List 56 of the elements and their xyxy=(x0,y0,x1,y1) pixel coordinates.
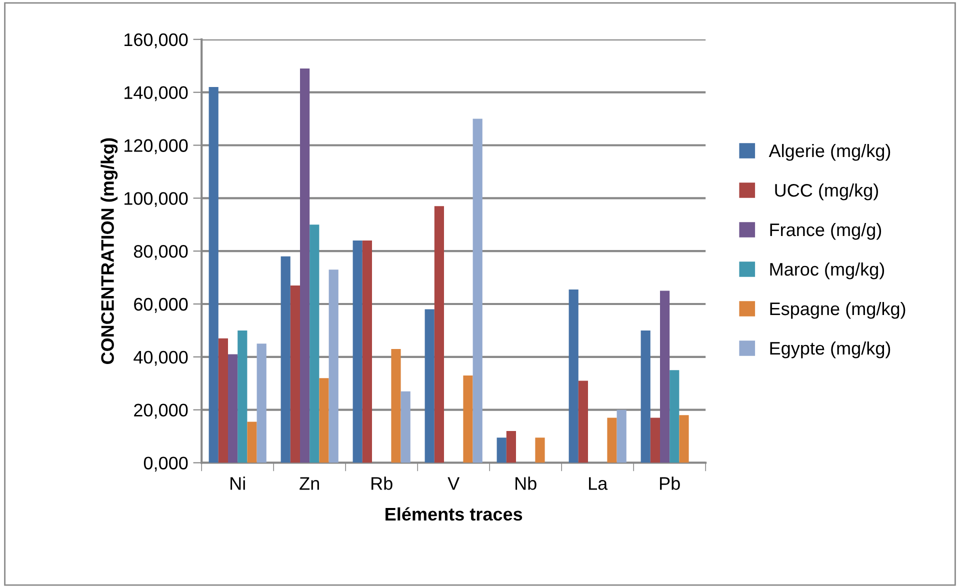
legend-label: Espagne (mg/kg) xyxy=(770,302,906,319)
x-tick-label: Pb xyxy=(660,476,680,490)
x-tick-label: Ni xyxy=(230,476,245,490)
bar xyxy=(463,375,473,463)
bar xyxy=(256,344,266,463)
x-tick-label: La xyxy=(589,477,608,490)
y-axis-title: CONCENTRATION (mg/kg) xyxy=(100,138,118,364)
legend-label: UCC (mg/kg) xyxy=(775,183,878,200)
bar xyxy=(391,348,401,463)
bar xyxy=(660,290,670,463)
bar xyxy=(650,418,660,463)
x-tick-label: Rb xyxy=(372,476,392,490)
bar xyxy=(640,330,650,463)
bar xyxy=(400,391,410,463)
bar xyxy=(568,289,578,463)
bar xyxy=(319,378,329,463)
bar xyxy=(616,410,626,463)
bar xyxy=(506,431,516,463)
x-tick-label: Nb xyxy=(516,476,536,490)
x-tick-label: V xyxy=(448,477,460,490)
bar xyxy=(228,354,238,463)
legend-label: Egypte (mg/kg) xyxy=(770,341,890,358)
bar xyxy=(472,118,482,463)
bar xyxy=(434,206,444,463)
bar xyxy=(247,422,257,463)
bar xyxy=(679,415,689,463)
x-tick-label: Zn xyxy=(300,477,319,490)
bar xyxy=(328,270,338,463)
bar xyxy=(300,68,310,463)
bar xyxy=(280,256,290,463)
bar xyxy=(670,370,680,463)
bar xyxy=(238,330,248,463)
bar xyxy=(578,380,588,463)
bar xyxy=(607,418,617,463)
y-tick-label: 60,000 xyxy=(134,298,188,313)
bar xyxy=(535,438,545,463)
legend-label: Algerie (mg/kg) xyxy=(768,144,890,161)
bar xyxy=(218,338,228,463)
bar xyxy=(310,224,320,463)
y-tick-label: 120,000 xyxy=(124,139,188,154)
legend-label: Maroc (mg/kg) xyxy=(770,262,884,280)
y-tick-label: 80,000 xyxy=(134,245,188,260)
bar xyxy=(362,240,372,463)
bar xyxy=(208,87,218,463)
bar xyxy=(290,285,300,463)
bar xyxy=(424,309,434,463)
y-tick-label: 100,000 xyxy=(124,192,188,208)
y-tick-label: 140,000 xyxy=(124,86,188,102)
legend-label: France (mg/g) xyxy=(770,222,882,240)
y-tick-label: 40,000 xyxy=(134,350,188,366)
y-tick-label: 0,000 xyxy=(144,456,188,472)
bar xyxy=(496,438,506,463)
bar xyxy=(352,240,362,463)
x-axis-title: Eléments traces xyxy=(386,507,522,521)
y-tick-label: 20,000 xyxy=(134,404,188,419)
y-tick-label: 160,000 xyxy=(124,33,188,48)
